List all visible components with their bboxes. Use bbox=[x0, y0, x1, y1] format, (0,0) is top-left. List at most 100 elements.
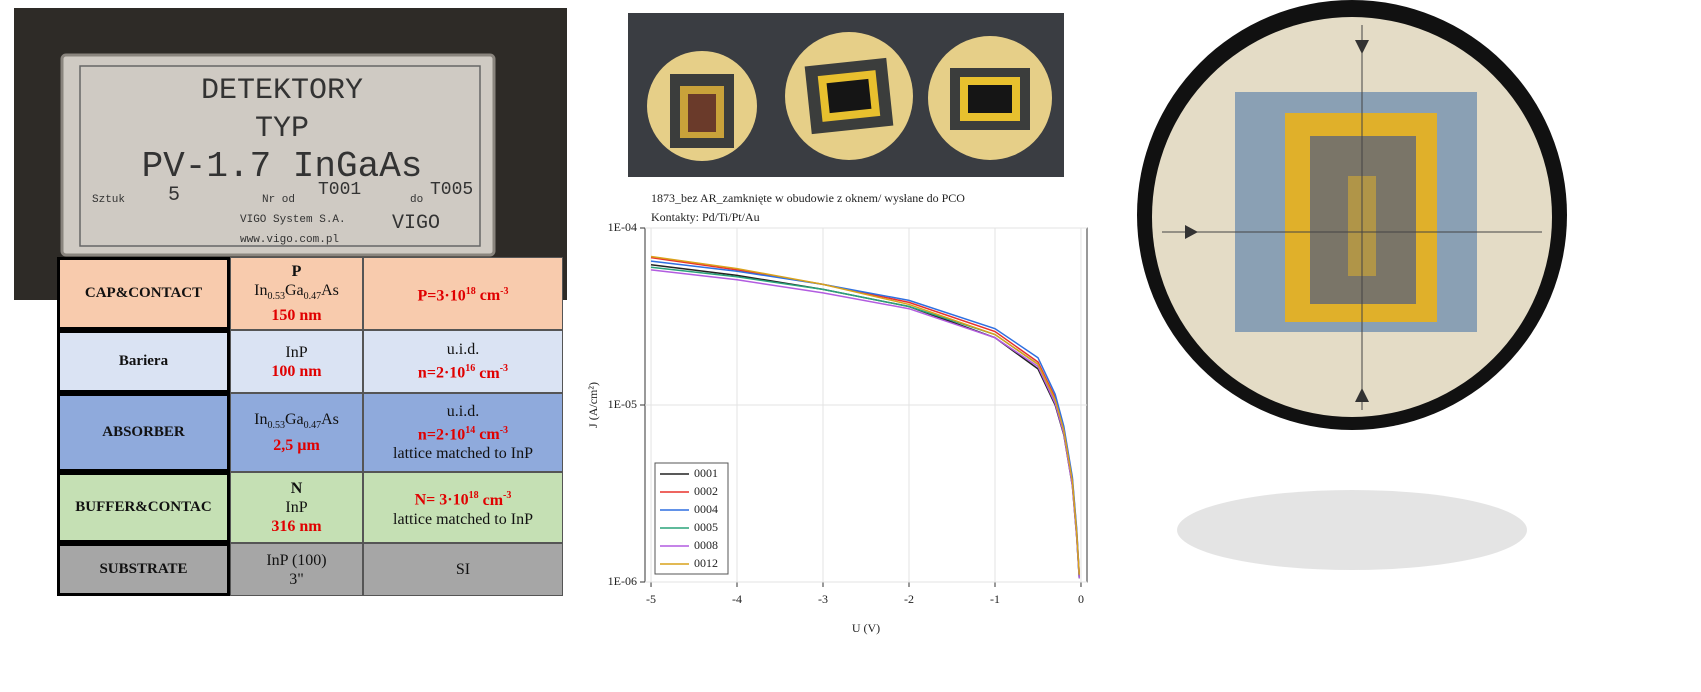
text: -3 bbox=[500, 363, 508, 374]
cell-line: n=2·1014 cm-3 bbox=[418, 421, 508, 444]
cell-line: InP (100) bbox=[266, 551, 326, 570]
label-text: T005 bbox=[430, 180, 473, 200]
legend-label: 0012 bbox=[694, 556, 718, 570]
cell-line: 2,5 µm bbox=[273, 436, 320, 455]
layer-name: CAP&CONTACT bbox=[57, 257, 230, 330]
cell-line: n=2·1016 cm-3 bbox=[418, 359, 508, 382]
text: P=3·10 bbox=[417, 287, 465, 304]
text: 18 bbox=[466, 286, 476, 297]
text: -3 bbox=[500, 425, 508, 436]
label-text: Sztuk bbox=[92, 194, 125, 206]
text: 0.47 bbox=[304, 421, 322, 432]
label-title: DETEKTORY bbox=[201, 74, 363, 108]
chip-window bbox=[827, 79, 872, 113]
y-tick-label: 1E-05 bbox=[608, 397, 637, 411]
text: Ga bbox=[285, 282, 304, 299]
cell-line: InP bbox=[285, 343, 307, 362]
text: 18 bbox=[469, 490, 479, 501]
label-text: T001 bbox=[318, 180, 361, 200]
text: -3 bbox=[503, 490, 511, 501]
text: -3 bbox=[500, 286, 508, 297]
cell-line: 3" bbox=[289, 570, 304, 589]
layer-name: Bariera bbox=[57, 330, 230, 393]
cell-line: 316 nm bbox=[271, 517, 321, 536]
table-row: SUBSTRATE InP (100) 3" SI bbox=[57, 543, 563, 596]
text: n=2·10 bbox=[418, 426, 465, 443]
text: N= 3·10 bbox=[415, 492, 469, 509]
label-text: Nr od bbox=[262, 194, 295, 206]
cell-line: lattice matched to InP bbox=[393, 510, 533, 529]
cell-line: In0.53Ga0.47As bbox=[254, 281, 339, 306]
cell-line: P=3·1018 cm-3 bbox=[417, 282, 508, 305]
doping-cell: SI bbox=[363, 543, 563, 596]
cell-line: In0.53Ga0.47As bbox=[254, 410, 339, 435]
label-text: www.vigo.com.pl bbox=[240, 234, 339, 246]
cell-line: u.i.d. bbox=[447, 340, 479, 359]
text: n=2·10 bbox=[418, 365, 465, 382]
material-cell: P In0.53Ga0.47As 150 nm bbox=[230, 257, 363, 330]
cell-line: 150 nm bbox=[271, 306, 321, 325]
legend-label: 0008 bbox=[694, 538, 718, 552]
cell-line: lattice matched to InP bbox=[393, 444, 533, 463]
doping-cell: N= 3·1018 cm-3 lattice matched to InP bbox=[363, 472, 563, 543]
chart-title: 1873_bez AR_zamknięte w obudowie z oknem… bbox=[651, 191, 965, 205]
cell-line: InP bbox=[285, 498, 307, 517]
table-row: ABSORBER In0.53Ga0.47As 2,5 µm u.i.d. n=… bbox=[57, 393, 563, 472]
material-cell: N InP 316 nm bbox=[230, 472, 363, 543]
x-axis-label: U (V) bbox=[852, 621, 880, 635]
text: 0.53 bbox=[267, 291, 285, 302]
text: cm bbox=[479, 365, 499, 382]
y-tick-label: 1E-06 bbox=[608, 574, 637, 588]
x-tick-label: 0 bbox=[1078, 592, 1084, 606]
shadow bbox=[1177, 490, 1527, 570]
label-text: do bbox=[410, 194, 423, 206]
label-model: PV-1.7 InGaAs bbox=[142, 146, 423, 187]
label-text: 5 bbox=[168, 184, 180, 207]
label-logo: VIGO bbox=[392, 212, 440, 235]
chart-subtitle: Kontakty: Pd/Ti/Pt/Au bbox=[651, 210, 760, 224]
material-cell: InP 100 nm bbox=[230, 330, 363, 393]
text: In bbox=[254, 411, 267, 428]
doping-cell: u.i.d. n=2·1016 cm-3 bbox=[363, 330, 563, 393]
text: As bbox=[321, 282, 339, 299]
x-tick-label: -5 bbox=[646, 592, 656, 606]
text: As bbox=[321, 411, 339, 428]
text: 0.53 bbox=[267, 421, 285, 432]
chip-window bbox=[688, 94, 716, 132]
table-row: Bariera InP 100 nm u.i.d. n=2·1016 cm-3 bbox=[57, 330, 563, 393]
doping-cell: u.i.d. n=2·1014 cm-3 lattice matched to I… bbox=[363, 393, 563, 472]
chart: 1873_bez AR_zamknięte w obudowie z oknem… bbox=[586, 191, 1087, 635]
y-tick-label: 1E-04 bbox=[608, 220, 637, 234]
cell-line: N bbox=[291, 479, 303, 498]
x-tick-label: -2 bbox=[904, 592, 914, 606]
table-row: BUFFER&CONTAC N InP 316 nm N= 3·1018 cm-3… bbox=[57, 472, 563, 543]
doping-cell: P=3·1018 cm-3 bbox=[363, 257, 563, 330]
text: In bbox=[254, 282, 267, 299]
layer-name: BUFFER&CONTAC bbox=[57, 472, 230, 543]
table-row: CAP&CONTACT P In0.53Ga0.47As 150 nm P=3·… bbox=[57, 257, 563, 330]
page: DETEKTORY TYP PV-1.7 InGaAs Sztuk 5 Nr o… bbox=[0, 0, 1701, 692]
chip-window bbox=[968, 85, 1012, 113]
y-axis-label: J (A/cm²) bbox=[586, 382, 600, 428]
text: cm bbox=[479, 426, 499, 443]
label-text: VIGO System S.A. bbox=[240, 214, 346, 226]
layer-name: ABSORBER bbox=[57, 393, 230, 472]
text: 16 bbox=[465, 363, 475, 374]
x-tick-label: -1 bbox=[990, 592, 1000, 606]
text: cm bbox=[480, 287, 500, 304]
label-type: TYP bbox=[255, 112, 309, 146]
cell-line: N= 3·1018 cm-3 bbox=[415, 486, 512, 509]
layer-name: SUBSTRATE bbox=[57, 543, 230, 596]
text: 14 bbox=[465, 425, 475, 436]
cell-line: P bbox=[292, 262, 302, 281]
x-tick-label: -4 bbox=[732, 592, 742, 606]
text: cm bbox=[483, 492, 503, 509]
text: 0.47 bbox=[304, 291, 322, 302]
cell-line: u.i.d. bbox=[447, 402, 479, 421]
legend-label: 0005 bbox=[694, 520, 718, 534]
material-cell: In0.53Ga0.47As 2,5 µm bbox=[230, 393, 363, 472]
legend-label: 0004 bbox=[694, 502, 718, 516]
x-tick-label: -3 bbox=[818, 592, 828, 606]
text: Ga bbox=[285, 411, 304, 428]
cell-line: SI bbox=[456, 560, 470, 579]
